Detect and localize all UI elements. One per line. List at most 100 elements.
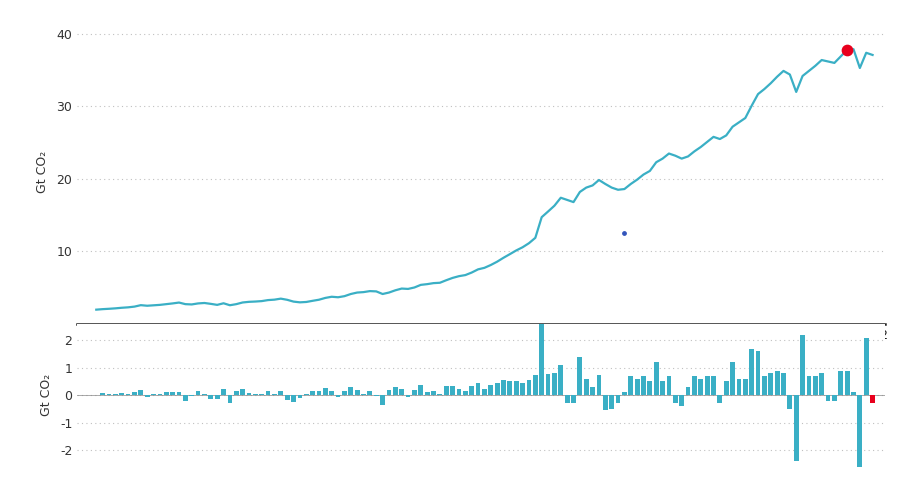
Bar [374, 395, 379, 396]
Bar [291, 395, 296, 402]
Bar [775, 370, 779, 395]
Bar [806, 376, 812, 395]
Bar [864, 338, 869, 395]
Bar [609, 395, 614, 409]
Bar [679, 395, 684, 406]
Bar [660, 382, 665, 395]
Bar [241, 389, 245, 395]
Bar [533, 375, 538, 395]
Bar [304, 394, 309, 395]
Bar [686, 387, 690, 395]
Bar [151, 394, 156, 395]
Bar [673, 395, 677, 403]
Bar [546, 374, 550, 395]
Point [617, 229, 632, 237]
Bar [641, 376, 646, 395]
Bar [317, 391, 321, 395]
Bar [603, 395, 607, 410]
Bar [138, 390, 143, 395]
Bar [616, 395, 620, 403]
Bar [438, 394, 442, 395]
Bar [565, 395, 569, 403]
Bar [825, 395, 831, 400]
Bar [355, 390, 360, 395]
Bar [400, 389, 404, 395]
Bar [844, 370, 850, 395]
Bar [144, 395, 150, 398]
Bar [247, 393, 252, 395]
Bar [711, 376, 716, 395]
Bar [425, 393, 429, 395]
Bar [724, 382, 728, 395]
Bar [552, 373, 557, 395]
Bar [349, 387, 353, 395]
Bar [717, 395, 722, 403]
Bar [813, 376, 818, 395]
Bar [342, 391, 347, 395]
Bar [730, 362, 735, 395]
Bar [482, 389, 487, 395]
Y-axis label: Gt CO₂: Gt CO₂ [36, 151, 50, 193]
Bar [819, 373, 824, 395]
Bar [654, 362, 658, 395]
Bar [228, 395, 232, 402]
Bar [489, 384, 493, 395]
Bar [736, 379, 741, 395]
Bar [202, 394, 207, 395]
Bar [800, 335, 805, 395]
Bar [571, 395, 576, 403]
Bar [330, 391, 334, 395]
Bar [113, 394, 118, 395]
Bar [558, 365, 563, 395]
Bar [253, 394, 258, 395]
Bar [170, 393, 175, 395]
Bar [215, 395, 220, 399]
Bar [501, 381, 506, 395]
Bar [368, 391, 372, 395]
Bar [781, 373, 786, 395]
Bar [743, 379, 747, 395]
Bar [132, 393, 137, 395]
Bar [419, 385, 423, 395]
Bar [527, 380, 531, 395]
Bar [106, 394, 112, 395]
Bar [234, 391, 239, 395]
Bar [832, 395, 837, 400]
Bar [266, 391, 271, 395]
Bar [794, 395, 799, 461]
Bar [647, 382, 652, 395]
Bar [279, 391, 283, 395]
Bar [870, 395, 875, 403]
Bar [393, 387, 398, 395]
Bar [209, 395, 213, 399]
Bar [163, 393, 169, 395]
Bar [380, 395, 385, 405]
Bar [125, 394, 131, 395]
Bar [412, 390, 417, 395]
Bar [577, 357, 582, 395]
Bar [406, 395, 410, 397]
Bar [539, 317, 544, 395]
Bar [260, 394, 264, 395]
Bar [100, 393, 105, 395]
Bar [508, 382, 512, 395]
Bar [176, 392, 182, 395]
Bar [762, 376, 766, 395]
Bar [698, 379, 703, 395]
Bar [444, 385, 449, 395]
Bar [597, 375, 601, 395]
Bar [590, 387, 595, 395]
Bar [323, 388, 328, 395]
Bar [119, 393, 124, 395]
Bar [387, 390, 391, 395]
Bar [450, 386, 455, 395]
Bar [190, 395, 194, 396]
Bar [628, 376, 633, 395]
Bar [520, 383, 525, 395]
Bar [755, 351, 760, 395]
Bar [476, 383, 480, 395]
Y-axis label: Gt CO₂: Gt CO₂ [40, 374, 53, 417]
Bar [457, 389, 461, 395]
Bar [361, 394, 366, 395]
Bar [584, 379, 588, 395]
